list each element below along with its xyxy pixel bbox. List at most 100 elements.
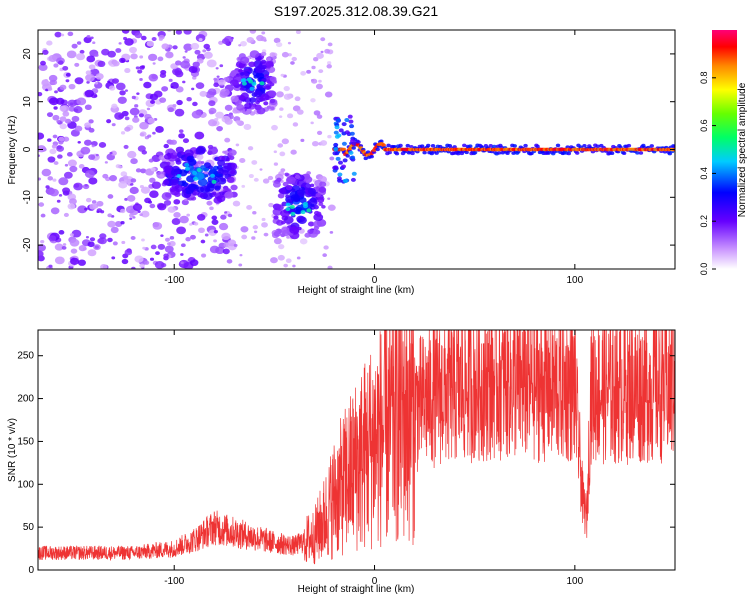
heatmap-cell	[130, 53, 138, 60]
heatmap-cell	[219, 64, 224, 68]
heatmap-cell	[121, 240, 126, 245]
heatmap-cell	[102, 173, 109, 179]
heatmap-cell	[335, 118, 341, 123]
heatmap-cell	[221, 38, 230, 45]
heatmap-cell	[98, 237, 107, 245]
heatmap-cell	[192, 61, 200, 68]
heatmap-cell	[202, 49, 207, 53]
heatmap-cell	[211, 215, 218, 221]
heatmap-cell	[48, 97, 59, 106]
heatmap-cell	[78, 164, 85, 169]
heatmap-cell	[147, 134, 152, 138]
heatmap-cell	[152, 131, 156, 135]
heatmap-cell	[290, 194, 300, 202]
heatmap-cell	[80, 146, 91, 155]
heatmap-cell	[40, 213, 46, 218]
heatmap-cell	[196, 168, 202, 173]
heatmap-cell	[127, 195, 136, 202]
heatmap-cell	[159, 72, 167, 78]
heatmap-cell	[184, 166, 190, 171]
heatmap-cell	[45, 185, 50, 189]
heatmap-cell	[144, 197, 152, 204]
heatmap-cell	[335, 156, 341, 161]
heatmap-cell	[307, 198, 318, 207]
heatmap-cell	[197, 178, 208, 187]
heatmap-cell	[66, 152, 73, 157]
heatmap-cell	[189, 257, 194, 261]
heatmap-cell	[139, 213, 144, 217]
heatmap-cell	[296, 109, 304, 115]
heatmap-cell	[369, 154, 374, 159]
heatmap-cell	[224, 211, 228, 214]
heatmap-cell	[196, 154, 204, 160]
heatmap-cell	[464, 150, 469, 155]
heatmap-cell	[281, 229, 290, 237]
heatmap-cell	[261, 64, 267, 70]
heatmap-cell	[139, 55, 144, 59]
heatmap-cell	[264, 74, 270, 79]
heatmap-cell	[120, 131, 126, 135]
heatmap-cell	[566, 151, 572, 156]
heatmap-cell	[173, 199, 181, 205]
heatmap-cell	[76, 53, 85, 61]
colorbar-tick-label: 0.4	[699, 167, 709, 180]
heatmap-cell	[170, 63, 178, 70]
heatmap-cell	[59, 123, 67, 130]
heatmap-cell	[327, 61, 332, 65]
heatmap-cell	[53, 63, 59, 68]
heatmap-cell	[333, 147, 339, 152]
heatmap-cell	[71, 115, 80, 123]
heatmap-cell	[211, 179, 217, 184]
heatmap-cell	[67, 99, 77, 107]
heatmap-cell	[118, 181, 128, 189]
heatmap-cell	[111, 103, 118, 109]
heatmap-cell	[306, 69, 312, 74]
heatmap-cell	[172, 151, 178, 156]
heatmap-cell	[269, 76, 277, 82]
heatmap-cell	[86, 81, 90, 84]
heatmap-cell	[115, 82, 126, 91]
heatmap-cell	[88, 154, 96, 160]
heatmap-cell	[334, 125, 340, 130]
heatmap-cell	[240, 56, 250, 64]
heatmap-cell	[192, 76, 197, 80]
heatmap-cell	[409, 144, 414, 149]
heatmap-cell	[139, 65, 145, 70]
heatmap-cell	[38, 63, 48, 72]
heatmap-cell	[217, 159, 226, 167]
heatmap-cell	[609, 151, 615, 156]
heatmap-cell	[329, 230, 334, 234]
heatmap-cell	[174, 191, 181, 197]
heatmap-cell	[311, 78, 318, 84]
heatmap-cell	[112, 241, 118, 246]
heatmap-cell	[263, 101, 269, 106]
heatmap-cell	[232, 74, 243, 83]
heatmap-cell	[68, 106, 76, 112]
heatmap-cell	[48, 74, 58, 82]
heatmap-cell	[462, 143, 467, 148]
heatmap-cell	[182, 138, 190, 144]
heatmap-cell	[190, 234, 196, 240]
heatmap-cell	[492, 144, 497, 149]
heatmap-cell	[405, 143, 410, 148]
heatmap-cell	[162, 179, 170, 186]
heatmap-cell	[307, 187, 316, 195]
heatmap-cell	[195, 34, 206, 42]
heatmap-cell	[315, 193, 322, 198]
heatmap-cell	[287, 113, 294, 119]
heatmap-cell	[350, 155, 356, 160]
heatmap-cell	[195, 82, 205, 90]
heatmap-cell	[92, 41, 96, 45]
heatmap-cell	[62, 136, 70, 142]
heatmap-cell	[69, 238, 80, 247]
heatmap-cell	[89, 237, 96, 242]
heatmap-cell	[206, 59, 217, 68]
heatmap-cell	[318, 79, 322, 83]
heatmap-cell	[278, 187, 287, 194]
heatmap-cell	[286, 235, 290, 239]
heatmap-cell	[338, 128, 344, 133]
heatmap-cell	[291, 56, 297, 62]
heatmap-cell	[51, 144, 58, 149]
heatmap-cell	[281, 51, 289, 58]
